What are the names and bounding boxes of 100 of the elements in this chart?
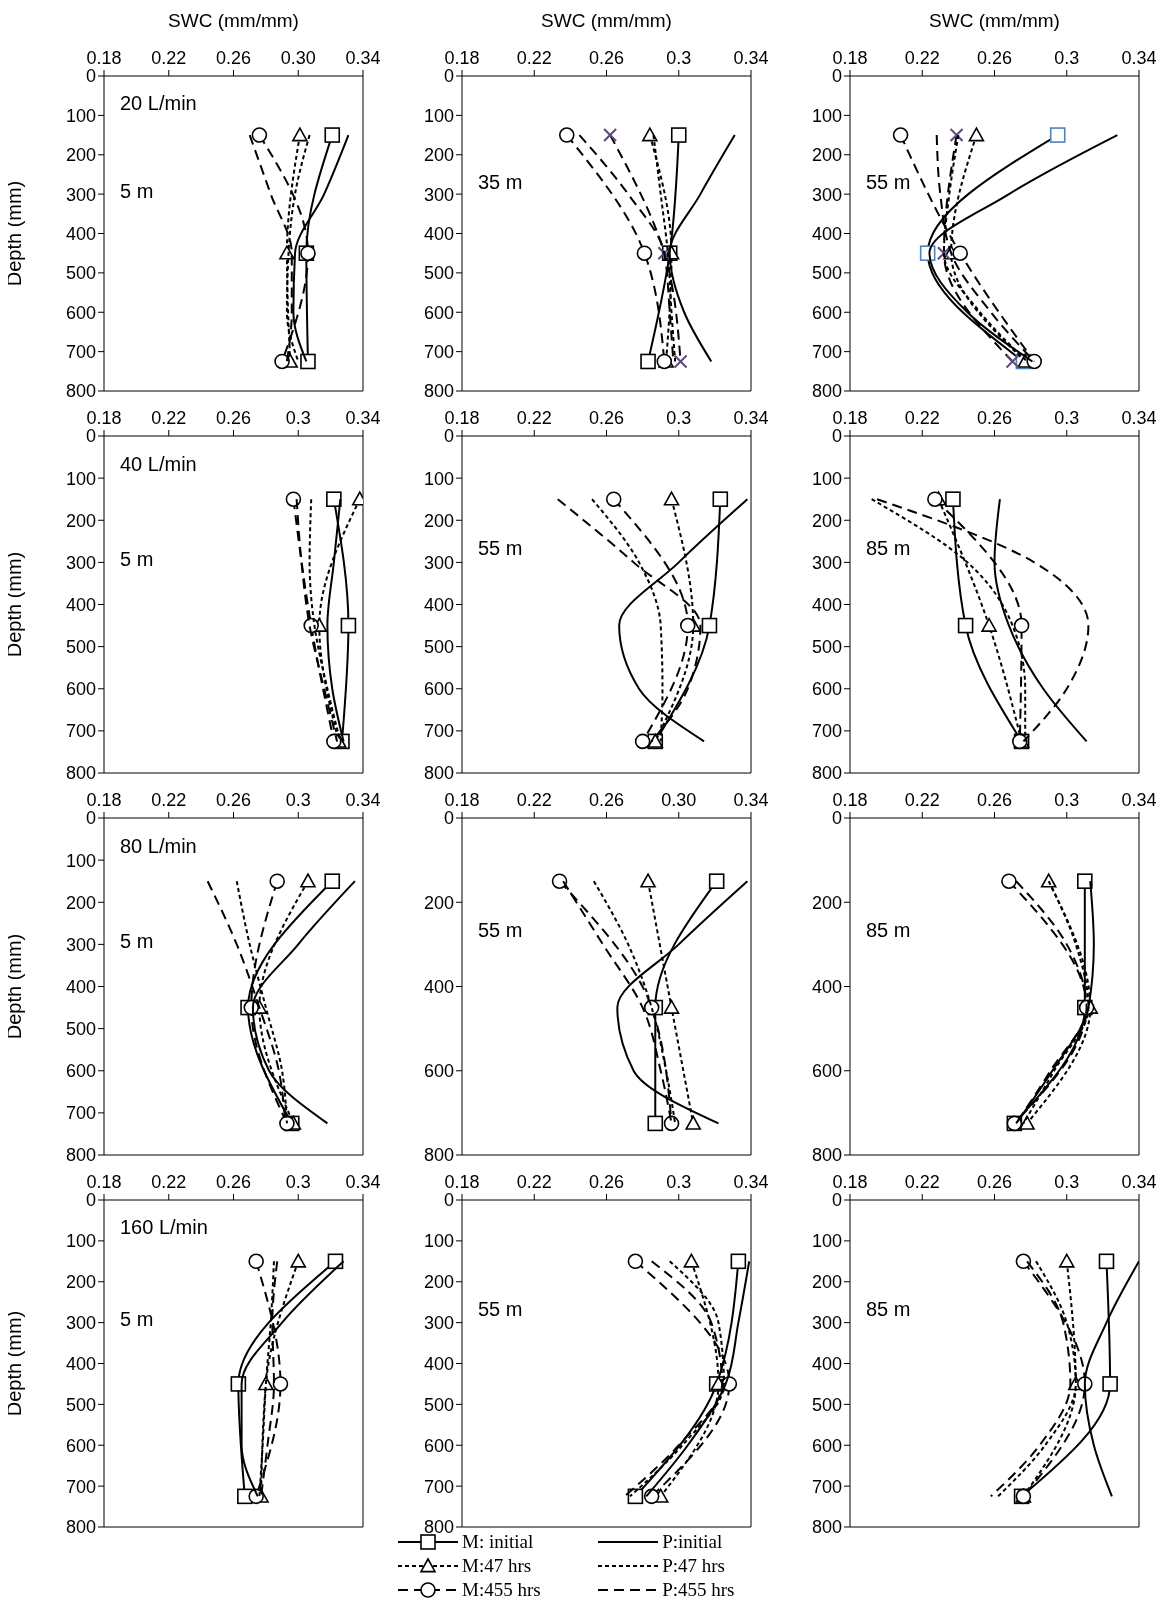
y-tick-label: 400 — [811, 976, 842, 997]
y-tick-label: 400 — [811, 223, 842, 244]
x-tick-label: 0.22 — [904, 1172, 940, 1192]
x-tick-label: 0.34 — [1121, 408, 1157, 428]
x-tick-label: 0.26 — [588, 790, 625, 810]
x-tick-label: 0.3 — [285, 408, 311, 428]
y-tick-label: 0 — [831, 808, 842, 829]
y-tick-label: 300 — [65, 934, 96, 955]
y-tick-label: 400 — [811, 1353, 842, 1374]
y-tick-label: 200 — [423, 145, 454, 166]
y-tick-label: 600 — [65, 1435, 96, 1456]
x-tick-label: 0.26 — [976, 790, 1013, 810]
y-tick-label: 600 — [423, 1435, 454, 1456]
y-tick-label: 0 — [85, 66, 96, 87]
y-tick-label: 100 — [811, 105, 842, 126]
x-tick-label: 0.22 — [516, 48, 552, 68]
x-tick-label: 0.22 — [151, 790, 187, 810]
y-tick-label: 200 — [65, 145, 96, 166]
y-tick-label: 800 — [811, 1517, 842, 1538]
y-tick-label: 800 — [811, 381, 842, 402]
y-tick-label: 100 — [423, 105, 454, 126]
legend-label: M: initial — [462, 1531, 534, 1553]
x-tick-label: 0.18 — [444, 408, 480, 428]
x-tick-label: 0.34 — [1121, 1172, 1157, 1192]
y-tick-label: 300 — [65, 184, 96, 205]
x-tick-label: 0.18 — [832, 790, 868, 810]
y-tick-label: 800 — [65, 763, 96, 784]
x-axis-title: SWC (mm/mm) — [168, 10, 299, 32]
y-tick-label: 600 — [811, 1435, 842, 1456]
y-tick-label: 0 — [831, 66, 842, 87]
y-tick-label: 600 — [811, 302, 842, 323]
y-tick-label: 600 — [65, 302, 96, 323]
y-tick-label: 400 — [423, 976, 454, 997]
y-tick-label: 800 — [423, 1145, 454, 1166]
x-tick-label: 0.34 — [733, 48, 769, 68]
y-tick-label: 100 — [423, 1231, 454, 1252]
y-tick-label: 800 — [423, 1517, 454, 1538]
y-tick-label: 700 — [811, 342, 842, 363]
y-tick-label: 500 — [811, 1394, 842, 1415]
y-tick-label: 100 — [811, 1231, 842, 1252]
y-tick-label: 700 — [423, 1476, 454, 1497]
y-tick-label: 300 — [423, 552, 454, 573]
y-tick-label: 100 — [423, 468, 454, 489]
x-tick-label: 0.26 — [976, 48, 1013, 68]
x-tick-label: 0.26 — [588, 1172, 625, 1192]
y-tick-label: 100 — [65, 468, 96, 489]
annotation: 40 L/min — [120, 452, 197, 476]
x-tick-label: 0.3 — [666, 1172, 692, 1192]
annotation: 55 m — [478, 537, 523, 561]
annotation: 5 m — [120, 547, 154, 571]
x-tick-label: 0.30 — [661, 790, 697, 810]
x-tick-label: 0.26 — [215, 408, 252, 428]
y-tick-label: 800 — [811, 763, 842, 784]
legend-label: P:455 hrs — [662, 1579, 735, 1601]
y-tick-label: 500 — [65, 637, 96, 658]
x-tick-label: 0.18 — [444, 48, 480, 68]
y-tick-label: 400 — [65, 976, 96, 997]
x-tick-label: 0.3 — [1054, 790, 1080, 810]
y-tick-label: 200 — [65, 510, 96, 531]
x-tick-label: 0.22 — [904, 790, 940, 810]
x-tick-label: 0.22 — [151, 1172, 187, 1192]
x-axis-title: SWC (mm/mm) — [929, 10, 1060, 32]
y-tick-label: 800 — [65, 1145, 96, 1166]
x-tick-label: 0.3 — [666, 48, 692, 68]
y-tick-label: 0 — [443, 66, 454, 87]
y-tick-label: 200 — [811, 1272, 842, 1293]
y-tick-label: 0 — [85, 426, 96, 447]
annotation: 55 m — [478, 1298, 523, 1322]
y-tick-label: 200 — [423, 1272, 454, 1293]
y-tick-label: 0 — [443, 426, 454, 447]
y-tick-label: 100 — [811, 468, 842, 489]
annotation: 85 m — [866, 1298, 911, 1322]
x-tick-label: 0.34 — [733, 1172, 769, 1192]
y-tick-label: 200 — [811, 892, 842, 913]
y-tick-label: 800 — [811, 1145, 842, 1166]
x-tick-label: 0.22 — [516, 408, 552, 428]
x-tick-label: 0.18 — [832, 408, 868, 428]
y-tick-label: 400 — [423, 594, 454, 615]
y-tick-label: 200 — [811, 510, 842, 531]
y-tick-label: 0 — [443, 1190, 454, 1211]
x-tick-label: 0.30 — [280, 48, 316, 68]
y-tick-label: 800 — [65, 1517, 96, 1538]
x-tick-label: 0.26 — [976, 1172, 1013, 1192]
y-tick-label: 700 — [65, 1476, 96, 1497]
y-tick-label: 400 — [65, 594, 96, 615]
legend-label: M:455 hrs — [462, 1579, 541, 1601]
y-tick-label: 100 — [65, 1231, 96, 1252]
x-tick-label: 0.34 — [345, 48, 381, 68]
x-tick-label: 0.34 — [733, 408, 769, 428]
x-tick-label: 0.18 — [444, 1172, 480, 1192]
annotation: 55 m — [866, 170, 911, 194]
y-tick-label: 800 — [65, 381, 96, 402]
x-tick-label: 0.26 — [215, 1172, 252, 1192]
y-tick-label: 300 — [65, 552, 96, 573]
x-tick-label: 0.34 — [345, 790, 381, 810]
x-tick-label: 0.34 — [733, 790, 769, 810]
x-tick-label: 0.3 — [285, 790, 311, 810]
y-tick-label: 400 — [811, 594, 842, 615]
y-tick-label: 600 — [423, 302, 454, 323]
annotation: 80 L/min — [120, 834, 197, 858]
